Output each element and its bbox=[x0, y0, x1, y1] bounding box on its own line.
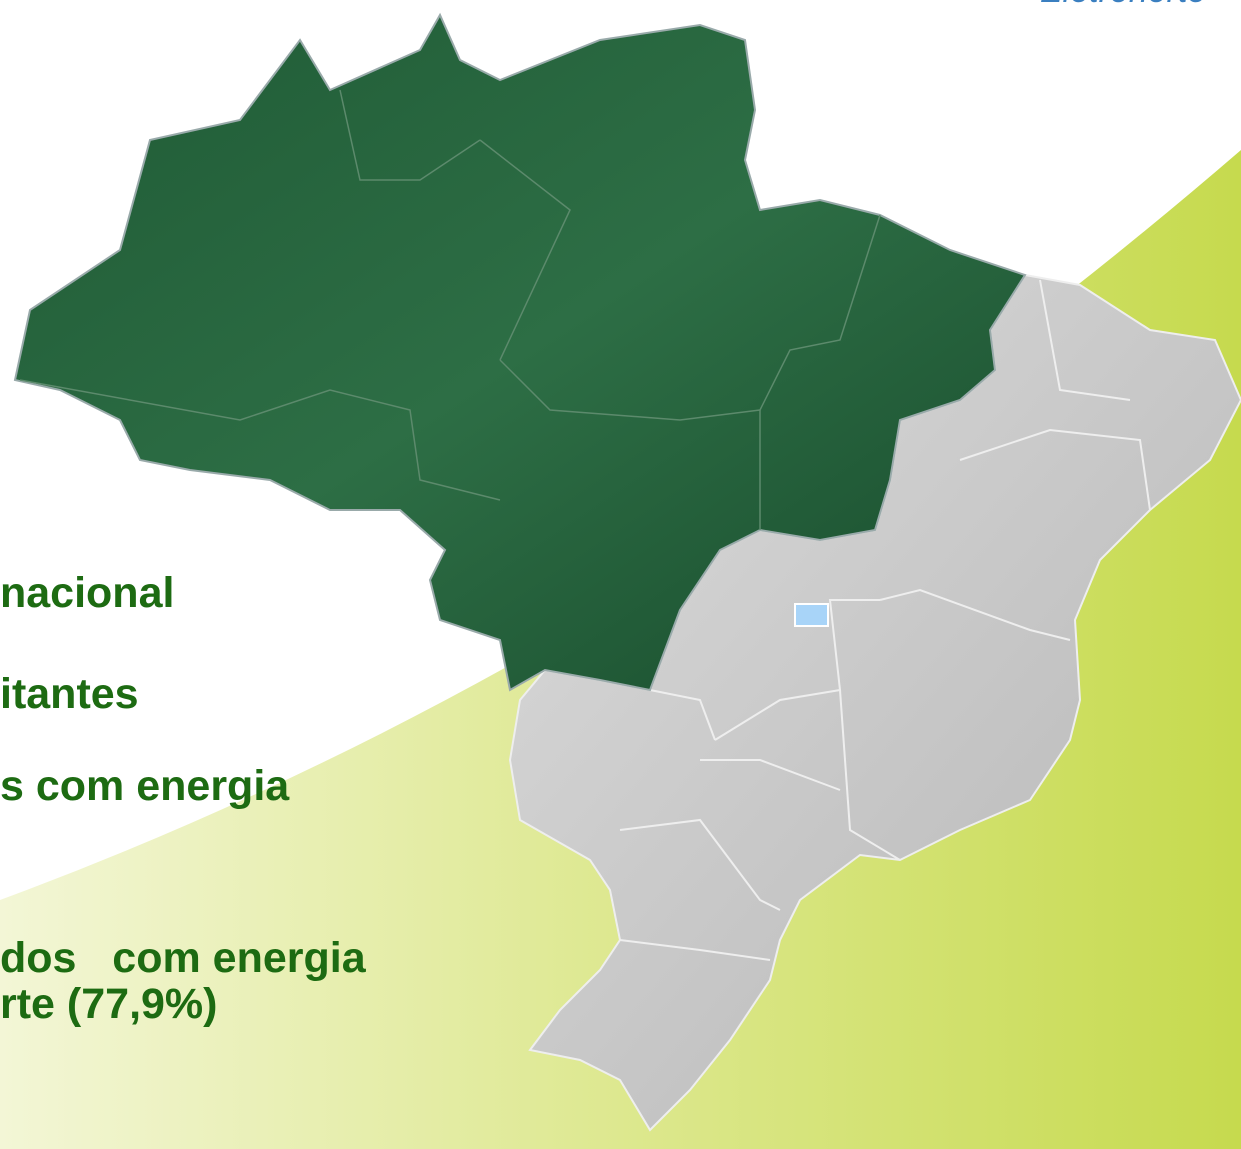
bullet-text: nacional bbox=[0, 569, 174, 617]
slide: Eletronorte nacional itantes s com energ… bbox=[0, 0, 1241, 1149]
capital-marker bbox=[795, 604, 828, 626]
page: Eletronorte nacional itantes s com energ… bbox=[0, 0, 1241, 1149]
bullet-text: s com energia bbox=[0, 762, 290, 810]
bullet-text: itantes bbox=[0, 670, 139, 718]
bullet-text: rte (77,9%) bbox=[0, 980, 217, 1028]
bullet-text: dos com energia bbox=[0, 934, 367, 982]
logo: Eletronorte bbox=[1040, 0, 1206, 10]
